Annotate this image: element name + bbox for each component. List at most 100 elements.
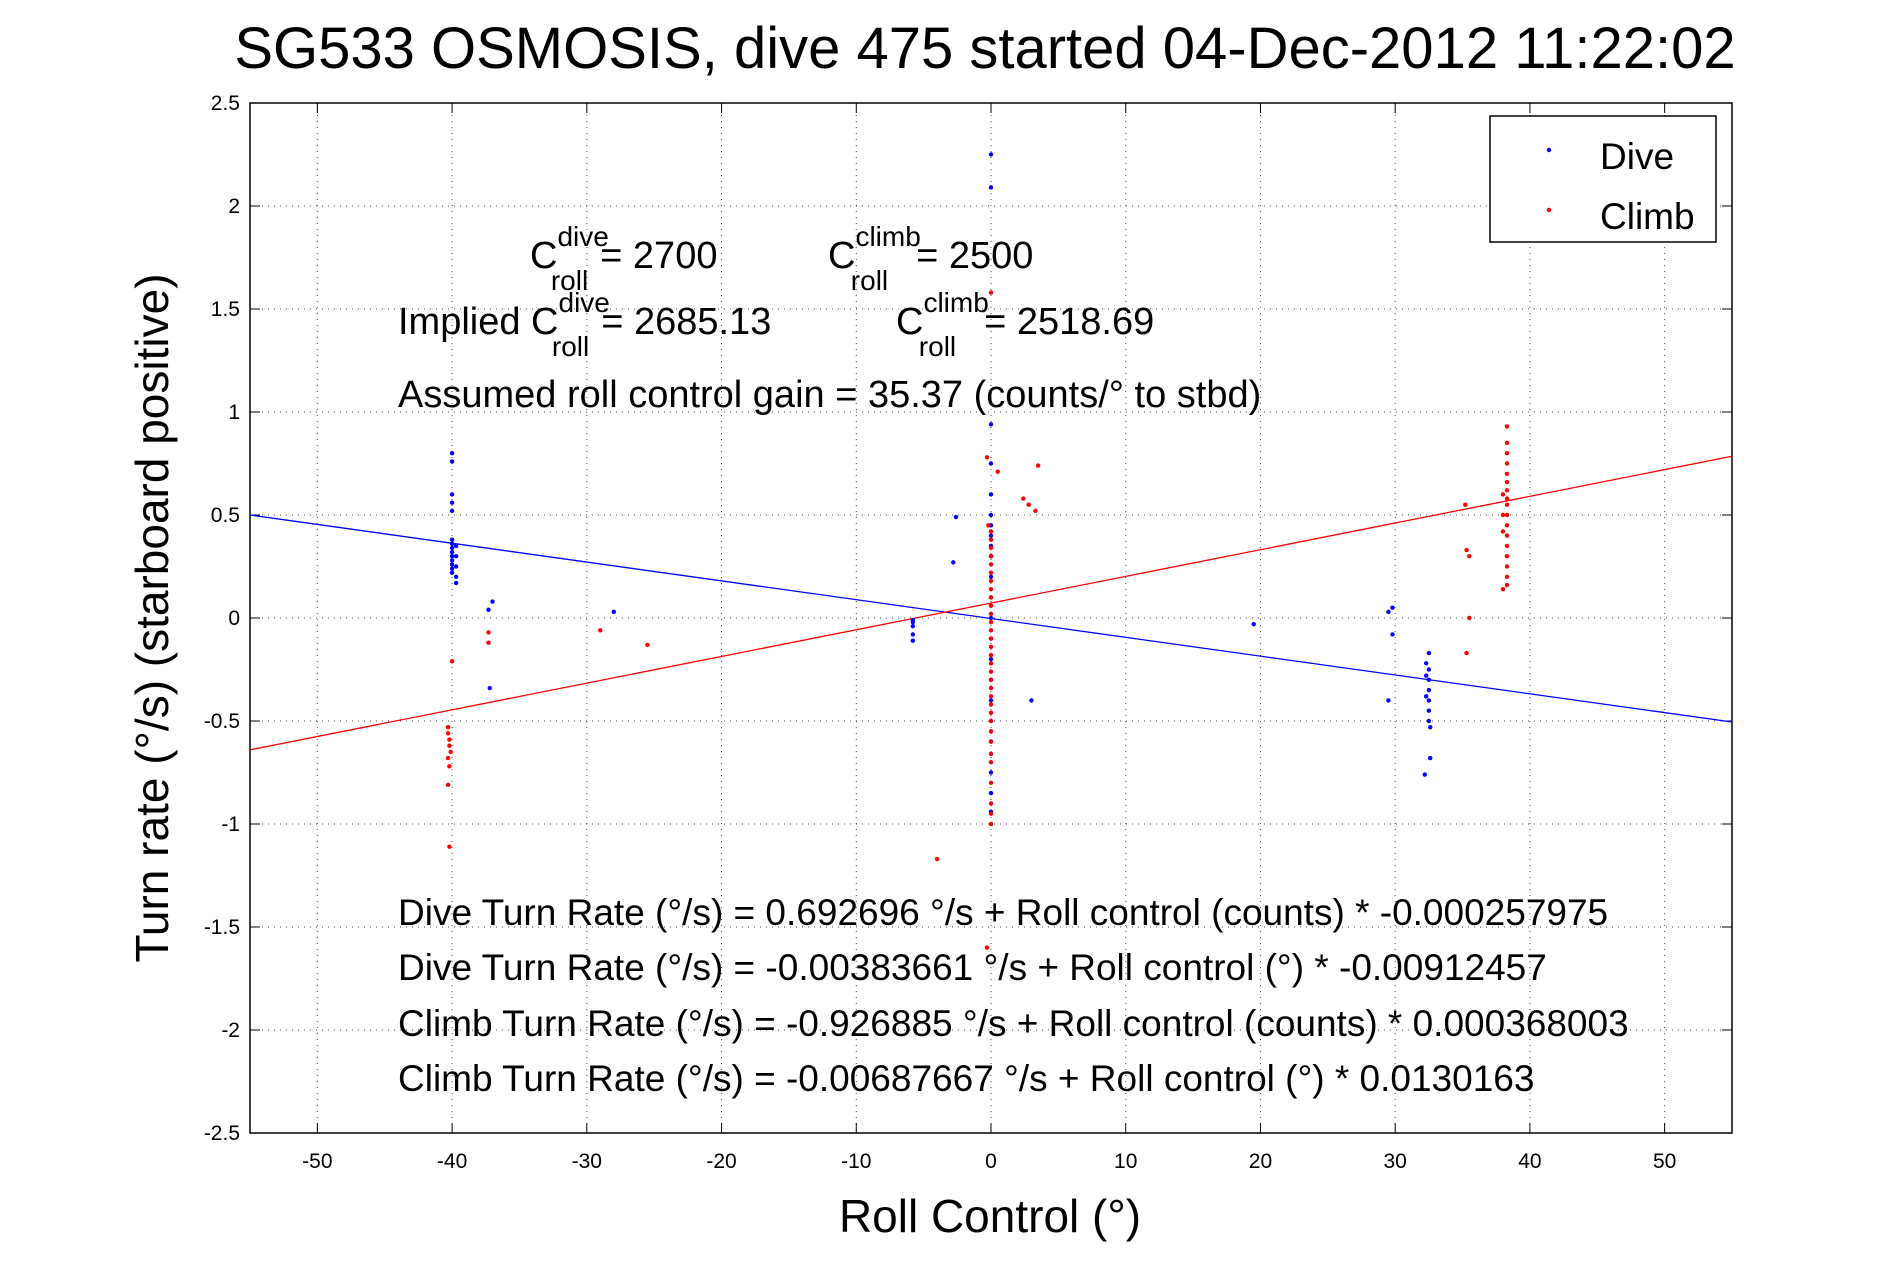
climb-point: [988, 586, 994, 592]
climb-point: [1504, 564, 1510, 569]
climb-point: [984, 945, 990, 950]
dive-point: [1426, 667, 1432, 672]
climb-point: [1464, 547, 1469, 553]
dive-point: [449, 508, 455, 514]
x-axis: -50 -40 -30 -20 -10 0 10 20 30 40 50: [302, 103, 1676, 1173]
dive-point: [1426, 698, 1432, 703]
climb-point: [988, 661, 994, 666]
y-axis: -2.5 -2 -1.5 -1 -0.5 0 0.5 1 1.5 2 2.5: [204, 92, 1732, 1145]
climb-point: [447, 743, 452, 748]
climb-point: [1467, 615, 1472, 621]
climb-point: [1467, 554, 1472, 559]
dive-point: [1423, 661, 1429, 666]
dive-point: [449, 451, 455, 456]
climb-point: [995, 469, 1000, 474]
dive-point: [1428, 724, 1433, 730]
y-tick-label: -1.5: [204, 916, 240, 939]
climb-point: [449, 659, 455, 664]
dive-point: [910, 624, 916, 629]
x-tick-label: 20: [1249, 1150, 1272, 1173]
climb-point: [1033, 508, 1038, 514]
climb-point: [1021, 496, 1026, 501]
climb-point: [988, 529, 994, 534]
dive-point: [449, 562, 455, 567]
climb-point: [1504, 471, 1510, 476]
climb-point: [988, 636, 994, 641]
x-tick-label: 0: [985, 1150, 997, 1173]
climb-point: [1504, 582, 1510, 588]
y-tick-label: 2: [228, 195, 240, 218]
roll-constants-annotation: Cdive roll= 2700 Cclimb roll= 2500 Implied…: [398, 221, 1261, 416]
climb-point: [988, 554, 994, 559]
x-tick-label: 30: [1384, 1150, 1407, 1173]
dive-point: [988, 422, 994, 427]
climb-point: [988, 603, 994, 608]
y-tick-label: -2.5: [204, 1122, 240, 1145]
dive-point: [953, 514, 959, 520]
climb-point: [988, 545, 994, 551]
dive-point: [449, 549, 455, 555]
data-points: [445, 152, 1510, 950]
climb-point: [988, 729, 994, 734]
dive-point: [988, 615, 994, 621]
dive-point: [449, 558, 455, 563]
dive-point: [988, 492, 994, 497]
climb-point: [988, 644, 994, 650]
climb-point: [1504, 461, 1510, 466]
grid: [250, 102, 1732, 1134]
climb-point: [988, 619, 994, 625]
fit-equations: Dive Turn Rate (°/s) = 0.692696 °/s + Ro…: [398, 892, 1629, 1099]
climb-point: [984, 455, 990, 460]
climb-point: [988, 537, 994, 542]
x-tick-label: -30: [572, 1150, 602, 1173]
climb-point: [447, 844, 452, 849]
dive-point: [910, 638, 916, 643]
climb-point: [445, 724, 451, 730]
x-axis-label: Roll Control (°): [839, 1190, 1141, 1242]
x-tick-label: 40: [1518, 1150, 1541, 1173]
dive-point: [988, 574, 994, 579]
dive-point: [1251, 621, 1256, 627]
dive-point: [490, 599, 495, 604]
y-tick-label: 0: [228, 607, 240, 630]
climb-point: [1504, 451, 1510, 456]
climb-point: [1035, 463, 1041, 468]
y-tick-label: 1: [228, 401, 240, 424]
y-tick-label: -0.5: [204, 710, 240, 733]
dive-point: [453, 580, 459, 586]
climb-point: [988, 760, 994, 765]
dive-point: [449, 566, 455, 571]
chart-title: SG533 OSMOSIS, dive 475 started 04-Dec-2…: [234, 16, 1735, 81]
eq-climb-degrees: Climb Turn Rate (°/s) = -0.00687667 °/s …: [398, 1058, 1534, 1099]
dive-point: [988, 790, 994, 796]
climb-point: [445, 755, 451, 761]
implied-c-roll-dive: Implied Cdive roll= 2685.13: [398, 287, 771, 362]
dive-point: [1426, 677, 1432, 682]
climb-point: [445, 731, 451, 736]
climb-point: [448, 749, 453, 755]
x-tick-label: 10: [1114, 1150, 1137, 1173]
dive-point: [1422, 772, 1428, 777]
climb-point: [988, 595, 994, 600]
dive-point: [1426, 650, 1432, 656]
x-tick-label: -10: [841, 1150, 871, 1173]
climb-point: [988, 694, 994, 699]
dive-point: [487, 685, 493, 691]
climb-point: [1463, 502, 1468, 507]
x-tick-label: -40: [437, 1150, 467, 1173]
dive-point: [988, 698, 994, 703]
y-tick-label: 1.5: [211, 298, 240, 321]
dive-point: [1426, 718, 1432, 724]
dive-point: [449, 570, 455, 575]
dive-point: [1423, 673, 1429, 678]
climb-point: [1504, 574, 1510, 579]
eq-climb-counts: Climb Turn Rate (°/s) = -0.926885 °/s + …: [398, 1003, 1629, 1044]
x-tick-label: 50: [1653, 1150, 1676, 1173]
climb-point: [1504, 479, 1510, 485]
dive-point: [449, 500, 455, 505]
climb-point: [1464, 650, 1469, 656]
climb-point: [988, 739, 994, 744]
y-axis-label: Turn rate (°/s) (starboard positive): [126, 273, 178, 962]
dive-point: [453, 574, 459, 579]
